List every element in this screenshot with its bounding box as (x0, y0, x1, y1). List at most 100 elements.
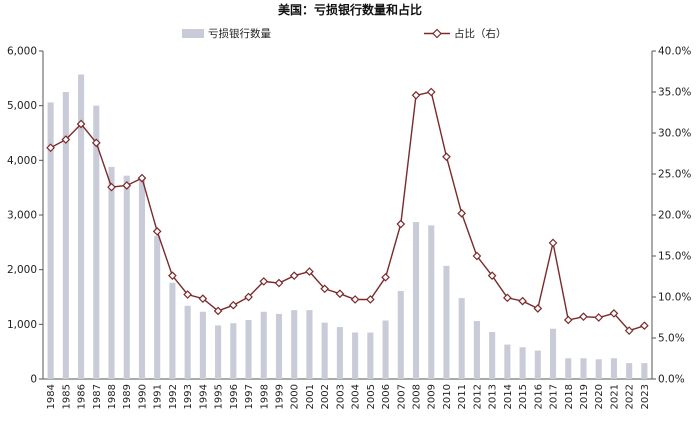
x-tick-label: 2009 (427, 384, 438, 409)
bar-1987 (93, 105, 100, 380)
ratio-point-2013 (487, 271, 497, 281)
legend-bar-label: 亏损银行数量 (208, 27, 271, 40)
legend-bar-swatch (182, 29, 204, 38)
ratio-point-2001 (305, 267, 314, 276)
x-tick-label: 2021 (609, 384, 620, 409)
ratio-point-2021 (609, 309, 619, 318)
bar-1994 (199, 311, 206, 379)
bar-2009 (428, 225, 435, 379)
ratio-markers (46, 87, 649, 335)
ratio-point-1998 (259, 277, 269, 286)
bar-2002 (321, 322, 328, 379)
ratio-point-1999 (274, 278, 284, 288)
y-right-tick-label: 25.0% (658, 169, 691, 181)
bar-1997 (245, 319, 252, 379)
legend: 亏损银行数量 占比（右） (182, 27, 507, 40)
y-right-tick-label: 30.0% (658, 128, 691, 140)
x-tick-label: 1994 (198, 384, 209, 409)
bar-2020 (595, 359, 602, 379)
ratio-point-1989 (122, 181, 132, 190)
bar-2006 (382, 320, 389, 379)
ratio-point-2023 (640, 321, 649, 331)
y-left-tick-label: 3,000 (7, 210, 37, 222)
x-tick-label: 2022 (625, 384, 636, 409)
bar-2003 (336, 327, 343, 379)
ratio-point-1987 (91, 138, 101, 148)
y-right-tick-label: 35.0% (658, 87, 691, 99)
ratio-point-1984 (46, 143, 55, 153)
ratio-point-2017 (548, 238, 558, 248)
x-tick-label: 2014 (503, 384, 514, 409)
bar-2012 (473, 321, 480, 379)
ratio-point-1985 (61, 135, 71, 144)
x-tick-label: 1990 (137, 384, 148, 409)
bar-1988 (108, 166, 115, 379)
bar-2008 (412, 222, 420, 379)
x-tick-label: 1995 (214, 384, 225, 409)
ratio-point-1990 (137, 173, 147, 183)
ratio-point-2022 (624, 326, 634, 335)
bar-2016 (534, 350, 541, 379)
ratio-point-2000 (289, 271, 299, 281)
ratio-point-1992 (168, 271, 177, 281)
y-left-tick-label: 1,000 (7, 319, 37, 331)
x-tick-label: 1996 (229, 384, 240, 409)
x-tick-label: 1986 (77, 384, 88, 409)
x-tick-label: 2005 (366, 384, 377, 409)
x-tick-label: 2013 (488, 384, 499, 409)
bar-1984 (47, 102, 54, 380)
ratio-point-2002 (320, 284, 330, 294)
bar-2000 (291, 310, 298, 379)
ratio-point-2003 (335, 289, 345, 299)
ratio-point-2009 (426, 87, 436, 97)
ratio-point-1995 (213, 306, 223, 316)
ratio-point-2004 (350, 295, 360, 304)
x-tick-label: 1998 (259, 384, 270, 409)
y-right-tick-label: 0.0% (658, 374, 685, 386)
ratio-point-2007 (396, 219, 406, 229)
ratio-point-2015 (518, 296, 527, 306)
y-right-tick-label: 5.0% (658, 333, 685, 345)
bar-2013 (489, 331, 496, 379)
bar-1991 (154, 235, 161, 379)
x-tick-label: 2006 (381, 384, 392, 409)
x-tick-label: 2023 (640, 384, 651, 409)
x-tick-label: 2019 (579, 384, 590, 409)
bar-1996 (230, 323, 237, 379)
x-tick-label: 1989 (122, 384, 133, 409)
axes (39, 50, 656, 380)
bar-2021 (610, 358, 617, 379)
ratio-point-2014 (503, 293, 512, 303)
bar-1986 (78, 74, 85, 380)
bar-1989 (123, 175, 130, 379)
ratio-point-2008 (411, 90, 421, 100)
x-tick-label: 2011 (457, 384, 468, 409)
ratio-line (50, 91, 645, 332)
ratio-point-2010 (442, 152, 451, 162)
bar-2018 (565, 358, 572, 379)
ratio-point-2019 (579, 312, 588, 322)
ratio-point-2020 (594, 313, 604, 322)
bar-2001 (306, 310, 313, 379)
x-tick-label: 2004 (351, 384, 362, 409)
bar-1995 (215, 325, 222, 379)
x-tick-label: 1992 (168, 384, 179, 409)
y-right-tick-label: 20.0% (658, 210, 691, 222)
x-tick-label: 2020 (594, 384, 605, 409)
y-right-tick-label: 15.0% (658, 251, 691, 263)
bar-1998 (260, 311, 267, 379)
bar-1990 (138, 178, 146, 379)
ratio-point-1996 (228, 300, 238, 310)
ratio-point-1991 (152, 227, 162, 236)
ratio-point-2011 (457, 209, 467, 218)
ratio-point-2012 (472, 251, 482, 261)
x-tick-label: 1997 (244, 384, 255, 409)
bar-2019 (580, 358, 587, 379)
x-tick-label: 2015 (518, 384, 529, 409)
bar-2015 (519, 347, 526, 379)
bar-1992 (169, 282, 176, 379)
x-tick-label: 2002 (320, 384, 331, 409)
bar-1985 (62, 92, 69, 379)
x-tick-label: 2003 (335, 384, 346, 409)
